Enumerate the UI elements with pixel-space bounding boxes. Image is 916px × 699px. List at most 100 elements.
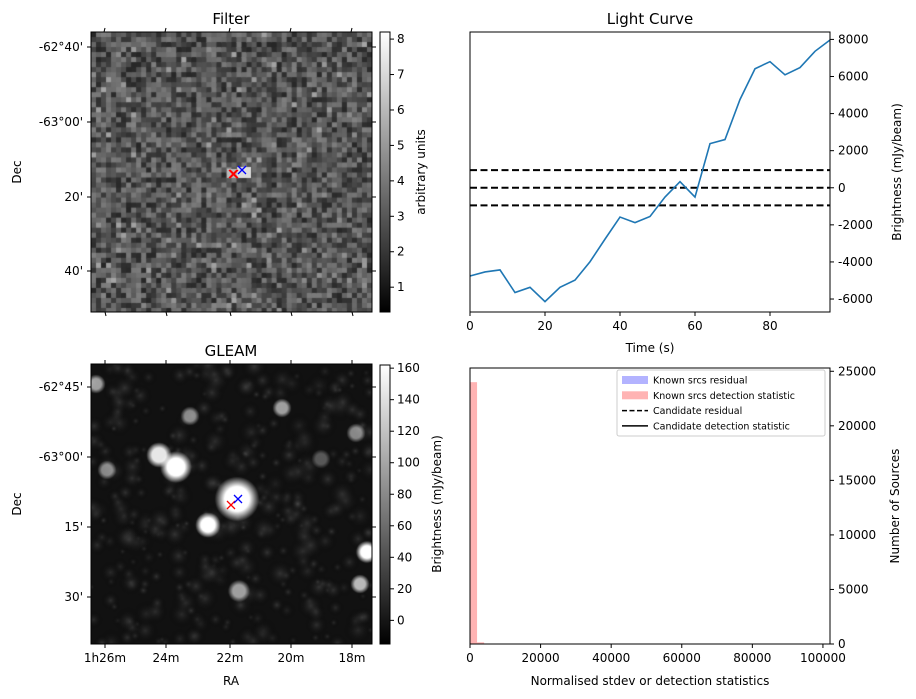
- gleam-colorbar: [379, 364, 391, 645]
- gleam-title: GLEAM: [205, 342, 258, 360]
- filter-cbar-label: 4: [397, 174, 405, 188]
- lc-ytick-label: -4000: [838, 255, 873, 269]
- gleam-xtick-label: 18m: [339, 651, 366, 665]
- gleam-cbar-label: 60: [397, 519, 412, 533]
- hist-xtick-label: 20000: [521, 651, 559, 665]
- x-tick: [104, 311, 107, 317]
- filter-cbar-label: 6: [397, 103, 405, 117]
- filter-cbar-label: 2: [397, 245, 405, 259]
- filter-colorbar: [379, 31, 391, 313]
- filter-ytick-label: -62°40': [39, 40, 83, 54]
- filter-cbar-label: 1: [397, 280, 405, 294]
- filter-cbar-label: 7: [397, 68, 405, 82]
- hist-xtick-label: 80000: [733, 651, 771, 665]
- histogram-bar: [470, 382, 478, 644]
- hist-ytick-label: 10000: [838, 528, 876, 542]
- x-tick: [229, 311, 232, 317]
- gleam-cbar-label: 160: [397, 361, 420, 375]
- hist-ytick-label: 0: [838, 637, 846, 651]
- gleam-axes: [90, 363, 373, 645]
- hist-ylabel: Number of Sources: [888, 449, 902, 564]
- gleam-ytick-label: 30': [64, 590, 83, 604]
- x-tick: [165, 311, 168, 317]
- histogram-bar: [477, 642, 485, 644]
- lc-ytick-label: 4000: [838, 107, 869, 121]
- legend-label: Candidate detection statistic: [653, 421, 790, 432]
- gleam-cbar-label: 20: [397, 582, 412, 596]
- legend-swatch: [622, 376, 648, 384]
- lc-xtick-label: 20: [537, 319, 552, 333]
- legend-label: Candidate residual: [653, 406, 742, 417]
- x-tick: [228, 27, 231, 33]
- gleam-xlabel: RA: [223, 674, 240, 688]
- x-tick: [289, 27, 292, 33]
- hist-ytick-label: 20000: [838, 419, 876, 433]
- gleam-ytick-label: -63°00': [39, 450, 83, 464]
- lc-xtick-label: 60: [687, 319, 702, 333]
- gleam-cbar-label: 100: [397, 456, 420, 470]
- lightcurve-axes: [469, 31, 831, 313]
- lc-ytick-label: 8000: [838, 32, 869, 46]
- gleam-cbar-label: 0: [397, 613, 405, 627]
- gleam-cbar-label: 80: [397, 487, 412, 501]
- hist-ytick-label: 25000: [838, 364, 876, 378]
- lc-ytick-label: 0: [838, 181, 846, 195]
- gleam-xtick-label: 1h26m: [84, 651, 126, 665]
- hist-xtick-label: 100000: [800, 651, 846, 665]
- hist-xlabel: Normalised stdev or detection statistics: [531, 674, 770, 688]
- lc-ytick-label: -6000: [838, 292, 873, 306]
- hist-ytick-label: 5000: [838, 582, 869, 596]
- gleam-ytick-label: 15': [64, 520, 83, 534]
- filter-cbar-label: 3: [397, 209, 405, 223]
- filter-ylabel: Dec: [10, 160, 24, 183]
- legend-label: Known srcs residual: [653, 376, 747, 387]
- hist-xtick-label: 60000: [663, 651, 701, 665]
- gleam-red-marker: [226, 500, 236, 510]
- filter-red-marker: [229, 169, 239, 179]
- hist-xtick-label: 0: [466, 651, 474, 665]
- lc-ylabel: Brightness (mJy/beam): [890, 103, 904, 241]
- filter-ytick-label: 40': [64, 264, 83, 278]
- gleam-cbar-label: 140: [397, 393, 420, 407]
- gleam-cbar-title: Brightness (mJy/beam): [430, 435, 444, 573]
- filter-title: Filter: [212, 10, 250, 28]
- lc-xtick-label: 80: [762, 319, 777, 333]
- filter-axes: [90, 31, 373, 313]
- hist-xtick-label: 40000: [592, 651, 630, 665]
- gleam-cbar-label: 120: [397, 424, 420, 438]
- gleam-ytick-label: -62°45': [39, 380, 83, 394]
- lightcurve-line: [469, 39, 831, 303]
- gleam-blue-marker: [233, 494, 243, 504]
- x-tick: [290, 311, 293, 317]
- filter-blue-marker: [237, 165, 247, 175]
- lc-xtick-label: 40: [612, 319, 627, 333]
- x-tick: [164, 27, 167, 33]
- hist-ytick-label: 15000: [838, 473, 876, 487]
- lc-ytick-label: -2000: [838, 218, 873, 232]
- lc-ytick-label: 2000: [838, 144, 869, 158]
- legend-label: Known srcs detection statistic: [653, 391, 795, 402]
- lightcurve-title: Light Curve: [607, 10, 693, 28]
- lc-ytick-label: 6000: [838, 70, 869, 84]
- x-tick: [350, 27, 353, 33]
- gleam-ylabel: Dec: [10, 492, 24, 515]
- lc-xlabel: Time (s): [625, 341, 675, 355]
- filter-ytick-label: 20': [64, 190, 83, 204]
- legend-swatch: [622, 391, 648, 400]
- x-tick: [103, 27, 106, 33]
- filter-ytick-label: -63°00': [39, 115, 83, 129]
- filter-cbar-title: arbitrary units: [414, 129, 428, 215]
- filter-red-marker: [228, 169, 238, 179]
- histogram-axes: [469, 367, 831, 645]
- filter-cbar-label: 5: [397, 138, 405, 152]
- gleam-xtick-label: 20m: [278, 651, 305, 665]
- gleam-xtick-label: 24m: [153, 651, 180, 665]
- gleam-xtick-label: 22m: [217, 651, 244, 665]
- legend-box: [616, 369, 826, 437]
- filter-cbar-label: 8: [397, 32, 405, 46]
- lc-xtick-label: 0: [466, 319, 474, 333]
- gleam-cbar-label: 40: [397, 550, 412, 564]
- x-tick: [351, 311, 354, 317]
